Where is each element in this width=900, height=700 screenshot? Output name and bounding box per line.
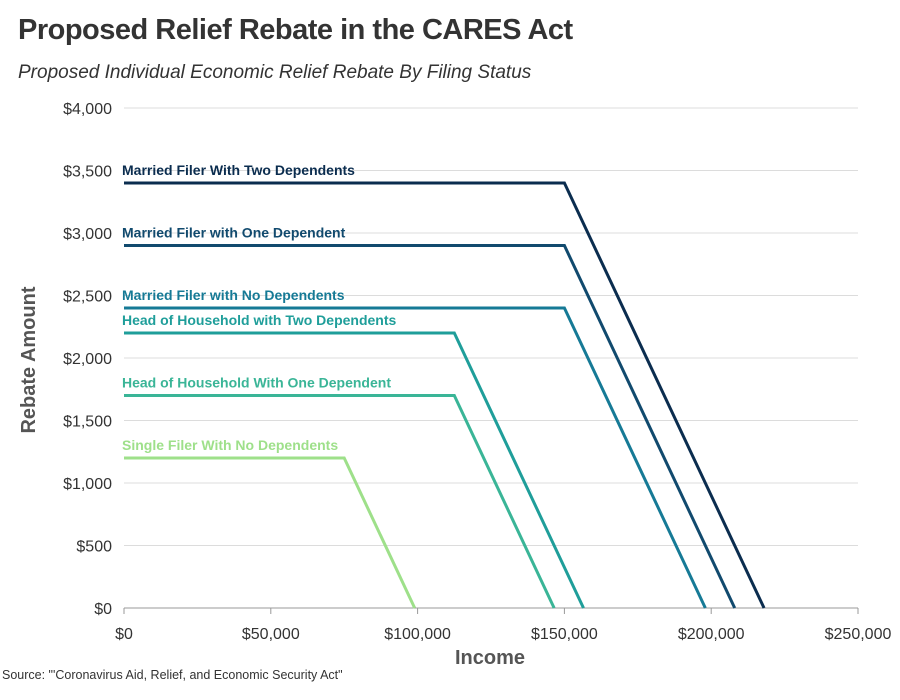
series-label: Single Filer With No Dependents <box>122 437 338 453</box>
series-lines <box>124 181 766 609</box>
y-tick-label: $500 <box>76 539 112 556</box>
x-tick-label: $50,000 <box>242 626 300 643</box>
axes: $0 $500 $1,000 $1,500 $2,000 $2,500 $3,000 $3,5… <box>63 101 891 643</box>
y-tick-label: $2,500 <box>63 289 112 306</box>
series-label: Married Filer With Two Dependents <box>122 162 355 178</box>
x-axis-title: Income <box>455 647 525 669</box>
series-line <box>124 331 585 609</box>
chart-subtitle: Proposed Individual Economic Relief Reba… <box>18 62 532 83</box>
y-tick-label: $1,500 <box>63 414 112 431</box>
x-tick-label: $0 <box>115 626 133 643</box>
series-line <box>124 456 417 609</box>
y-tick-label: $2,000 <box>63 351 112 368</box>
series-label: Head of Household With One Dependent <box>122 375 391 391</box>
x-tick-label: $150,000 <box>531 626 598 643</box>
x-tick-label: $200,000 <box>678 626 745 643</box>
series-label: Head of Household with Two Dependents <box>122 312 397 328</box>
series-line <box>124 306 707 609</box>
y-tick-label: $4,000 <box>63 101 112 118</box>
gridlines <box>124 107 858 609</box>
series-line <box>124 244 737 609</box>
series-label: Married Filer with No Dependents <box>122 287 345 303</box>
source-note: Source: "'Coronavirus Aid, Relief, and E… <box>2 668 343 682</box>
series-label: Married Filer with One Dependent <box>122 225 346 241</box>
x-tick-label: $250,000 <box>825 626 892 643</box>
series-labels: Married Filer With Two Dependents Married… <box>122 162 397 453</box>
y-tick-label: $0 <box>94 601 112 618</box>
series-line <box>124 394 556 609</box>
y-tick-label: $3,500 <box>63 164 112 181</box>
y-tick-label: $3,000 <box>63 226 112 243</box>
y-axis-title: Rebate Amount <box>18 286 40 433</box>
series-line <box>124 181 766 609</box>
y-tick-label: $1,000 <box>63 476 112 493</box>
x-tick-label: $100,000 <box>384 626 451 643</box>
chart-title: Proposed Relief Rebate in the CARES Act <box>18 14 573 46</box>
